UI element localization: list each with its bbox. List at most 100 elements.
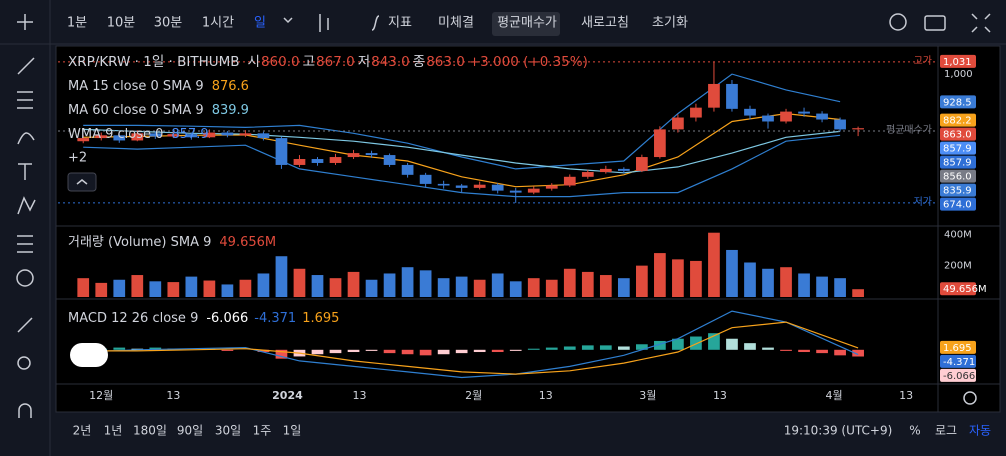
volume-bar [708, 232, 720, 297]
magnet-icon[interactable] [18, 403, 32, 418]
volume-bar [275, 256, 288, 297]
histogram-bar [329, 349, 342, 354]
pattern-icon[interactable] [17, 196, 36, 215]
volume-bar [365, 279, 378, 297]
range-button[interactable]: 180일 [133, 424, 167, 438]
range-button[interactable]: 1일 [283, 424, 302, 438]
volume-bar [527, 278, 540, 297]
range-button[interactable]: 1년 [104, 424, 123, 438]
candle-body [599, 168, 612, 173]
price-tag [940, 113, 976, 127]
brush-icon[interactable] [17, 132, 35, 145]
toolbar-button[interactable]: 평균매수가 [497, 16, 557, 31]
fullscreen-icon[interactable] [971, 13, 991, 33]
volume-bar [654, 253, 666, 297]
candle-icon[interactable] [319, 14, 329, 32]
volume-bar [167, 282, 180, 297]
toolbar-button[interactable]: 10분 [107, 16, 136, 31]
candle-body [293, 159, 306, 165]
x-tick-label: 13 [166, 389, 180, 402]
fib-icon[interactable] [17, 91, 33, 109]
collapse-button[interactable] [67, 172, 97, 192]
histogram-bar [437, 349, 450, 355]
x-tick-label: 13 [713, 389, 727, 402]
volume-bar [203, 280, 216, 297]
line-icon[interactable] [17, 57, 35, 75]
axis-option[interactable]: % [909, 424, 920, 438]
axis-option[interactable]: 로그 [935, 424, 957, 438]
camera-icon[interactable] [924, 15, 946, 31]
forecast-icon[interactable] [17, 235, 33, 253]
range-button[interactable]: 90일 [177, 424, 203, 438]
histogram-bar [744, 343, 756, 350]
toolbar-icons [283, 13, 991, 33]
toolbar-button[interactable]: 일 [254, 16, 266, 31]
histogram-bar [401, 349, 414, 355]
price-tag-label: -6.066 [943, 371, 975, 382]
histogram-bar [762, 347, 774, 350]
candle-body [527, 188, 540, 193]
histogram-bar [365, 349, 378, 351]
candle-body [185, 134, 198, 138]
candle-body [419, 174, 432, 184]
fx-icon[interactable] [371, 15, 380, 31]
x-tick-label: 12월 [89, 389, 113, 402]
text-icon[interactable] [18, 163, 32, 180]
histogram-bar [545, 347, 558, 350]
price-tag-label: 882.2 [943, 116, 972, 127]
level-label: 저가 [914, 196, 932, 208]
toolbar-button[interactable]: 1시간 [202, 16, 234, 31]
toolbar-button[interactable]: 미체결 [438, 16, 474, 31]
volume-bar [617, 278, 630, 297]
histogram-bar [617, 346, 630, 350]
ruler-icon[interactable] [17, 317, 33, 333]
toolbar-button[interactable]: 초기화 [652, 16, 688, 31]
legend-value: 49.656M [219, 235, 276, 250]
price-tag [940, 155, 976, 169]
volume-bar [383, 273, 396, 297]
range-button[interactable]: 30일 [215, 424, 241, 438]
price-tag-label: 857.9 [943, 144, 972, 155]
volume-bar [185, 276, 198, 297]
tv-logo [70, 343, 108, 367]
axis-settings[interactable] [963, 391, 977, 405]
candle-body [509, 190, 522, 193]
axis-option[interactable]: 자동 [969, 424, 991, 438]
price-tag [940, 169, 976, 183]
candle-body [113, 135, 126, 141]
settings-icon[interactable] [889, 13, 907, 31]
candle-body [744, 108, 756, 116]
toolbar-button[interactable]: 새로고침 [581, 16, 629, 31]
legend-value: MA 15 close 0 SMA 9 [68, 79, 204, 94]
histogram-bar [491, 349, 504, 353]
price-tag [940, 354, 976, 368]
range-button[interactable]: 2년 [73, 424, 92, 438]
dropdown-icon[interactable] [283, 17, 293, 24]
toolbar-button[interactable]: 지표 [388, 16, 412, 31]
price-tag [940, 197, 976, 211]
volume-bar [672, 259, 684, 297]
range-button[interactable]: 1주 [253, 424, 272, 438]
collapse-icon[interactable] [76, 179, 88, 185]
level-label: 평균매수가 [886, 124, 932, 136]
toolbar-button[interactable]: 1분 [67, 16, 87, 31]
candle-body [654, 129, 666, 158]
histogram-bar [563, 346, 576, 350]
candle-body [852, 128, 864, 130]
price-tag-label: -4.371 [943, 357, 975, 368]
crosshair-icon[interactable] [17, 14, 33, 30]
x-tick-label: 13 [539, 389, 553, 402]
candle-body [491, 184, 504, 191]
volume-bar [690, 260, 702, 297]
candle-body [473, 184, 486, 188]
x-tick-label: 3월 [639, 389, 656, 402]
price-tag-label: 1.695 [943, 343, 972, 354]
legend-value: 843.0 [371, 54, 410, 70]
histogram-bar [599, 345, 612, 350]
zoom-icon[interactable] [17, 356, 31, 370]
toolbar-button[interactable]: 30분 [154, 16, 183, 31]
emoji-icon[interactable] [16, 269, 34, 287]
histogram-bar [275, 349, 288, 359]
y-tick-label: 400M [944, 229, 972, 240]
